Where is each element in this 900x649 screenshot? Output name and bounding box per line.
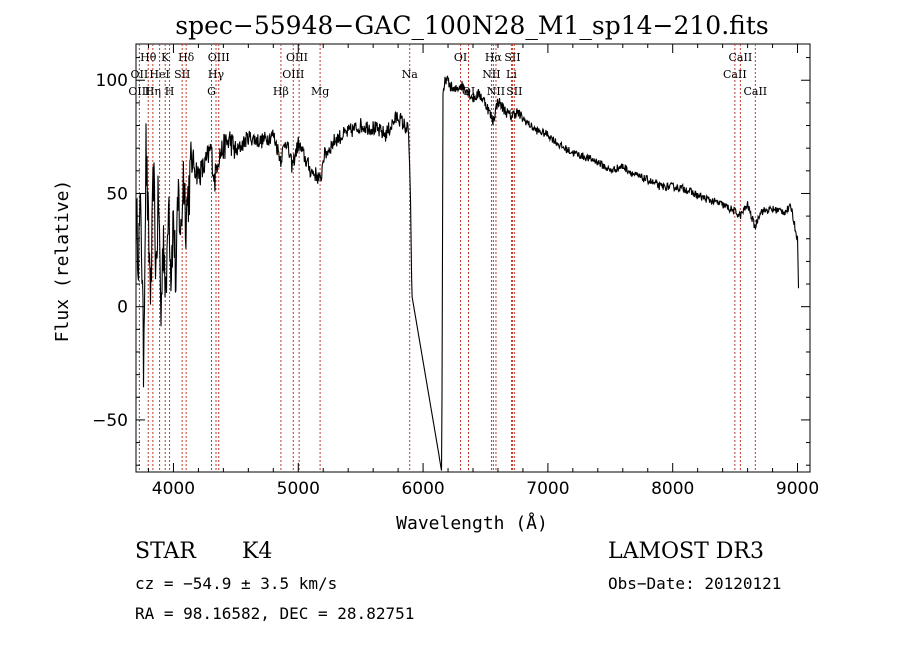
line-label: SII <box>506 85 522 98</box>
x-tick-label: 5000 <box>277 479 320 499</box>
line-label: SII <box>174 68 190 81</box>
x-axis-label: Wavelength (Å) <box>396 512 548 534</box>
line-label: Li <box>506 68 517 81</box>
ra-dec: RA = 98.16582, DEC = 28.82751 <box>135 604 415 623</box>
line-label: OII <box>131 68 149 81</box>
line-label-group: Hθ OII OIII K Hδ HeI SII Hη H OIII Hγ G OIII OIII Hβ Mg… <box>128 51 767 98</box>
object-class: STAR <box>135 539 196 564</box>
x-tick-label: 9000 <box>776 479 819 499</box>
line-marker-group <box>138 44 756 472</box>
line-label: OI <box>454 51 467 64</box>
line-label: HeI <box>149 68 169 81</box>
line-label: OIII <box>282 68 304 81</box>
axis-ticks: 4000 5000 6000 7000 8000 9000 −50 0 50 100 <box>92 44 819 499</box>
line-label: Hδ <box>178 51 195 64</box>
object-subclass: K4 <box>242 539 273 564</box>
line-label: SII <box>504 51 520 64</box>
line-label: Hγ <box>208 68 225 81</box>
line-label: Hα <box>485 51 503 64</box>
line-label: OIII <box>208 51 230 64</box>
line-label: OIII <box>128 85 150 98</box>
plot-frame <box>135 43 811 473</box>
obs-date: Obs−Date: 20120121 <box>608 574 782 593</box>
line-label: CaII <box>743 85 767 98</box>
line-label: OIII <box>286 51 308 64</box>
line-label: CaII <box>729 51 753 64</box>
y-tick-label: 0 <box>117 298 128 318</box>
x-tick-label: 6000 <box>401 479 444 499</box>
line-label: Hη <box>145 85 161 98</box>
line-label: CaII <box>723 68 747 81</box>
redshift-cz: cz = −54.9 ± 3.5 km/s <box>135 574 338 593</box>
line-label: NII <box>482 68 500 81</box>
spectrum-line <box>135 75 800 471</box>
line-label: Hβ <box>273 85 289 98</box>
survey-name: LAMOST DR3 <box>608 539 764 564</box>
y-tick-label: 100 <box>96 71 128 91</box>
chart-title: spec−55948−GAC_100N28_M1_sp14−210.fits <box>175 11 768 40</box>
line-label: Na <box>402 68 419 81</box>
line-label: H <box>165 85 175 98</box>
line-label: G <box>207 85 216 98</box>
line-label: Mg <box>311 85 329 98</box>
y-tick-label: 50 <box>106 184 128 204</box>
line-label: Hθ <box>140 51 157 64</box>
y-axis-label: Flux (relative) <box>52 180 73 343</box>
y-tick-label: −50 <box>92 411 128 431</box>
line-label: K <box>161 51 170 64</box>
x-tick-label: 4000 <box>152 479 195 499</box>
x-tick-label: 7000 <box>526 479 569 499</box>
line-label: NII <box>487 85 505 98</box>
x-tick-label: 8000 <box>651 479 694 499</box>
